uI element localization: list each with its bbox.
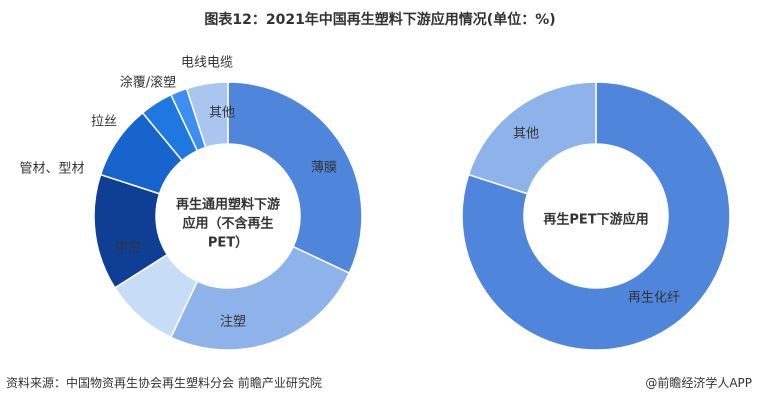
donut-slice-pet-0 xyxy=(461,81,731,351)
donut-label-general-2: 中空 xyxy=(115,241,141,256)
donut-slice-general-0 xyxy=(227,81,363,275)
donut-slice-general-1 xyxy=(169,245,351,351)
donut-label-pet-0: 再生化纤 xyxy=(628,291,680,306)
donut-label-general-4: 拉丝 xyxy=(91,115,117,130)
donut-hole-general xyxy=(157,145,299,287)
donut-slice-general-7 xyxy=(185,81,229,149)
donut-label-pet-1: 其他 xyxy=(513,127,539,142)
donut-center-label-pet-line-0: 再生PET下游应用 xyxy=(543,212,648,228)
source-note: 资料来源：中国物资再生协会再生塑料分会 前瞻产业研究院 xyxy=(6,376,322,390)
donut-center-label-general-line-2: PET） xyxy=(208,235,248,251)
donut-label-general-0: 薄膜 xyxy=(311,161,337,176)
donut-label-general-1: 注塑 xyxy=(220,315,246,330)
donut-hole-pet xyxy=(525,145,667,287)
donut-center-label-general-line-1: 应用（不含再生 xyxy=(182,216,273,232)
donut-label-general-7: 其他 xyxy=(209,106,235,121)
donut-label-general-6: 电线电缆 xyxy=(181,55,233,71)
donut-label-general-5: 涂覆/滚塑 xyxy=(120,75,176,91)
donut-label-general-3: 管材、型材 xyxy=(19,162,84,177)
chart-title: 图表12：2021年中国再生塑料下游应用情况(单位：%) xyxy=(204,12,556,28)
donut-center-label-general-line-0: 再生通用塑料下游 xyxy=(176,197,280,213)
donut-slice-pet-1 xyxy=(467,81,597,195)
credit-note: @前瞻经济学人APP xyxy=(645,376,752,390)
